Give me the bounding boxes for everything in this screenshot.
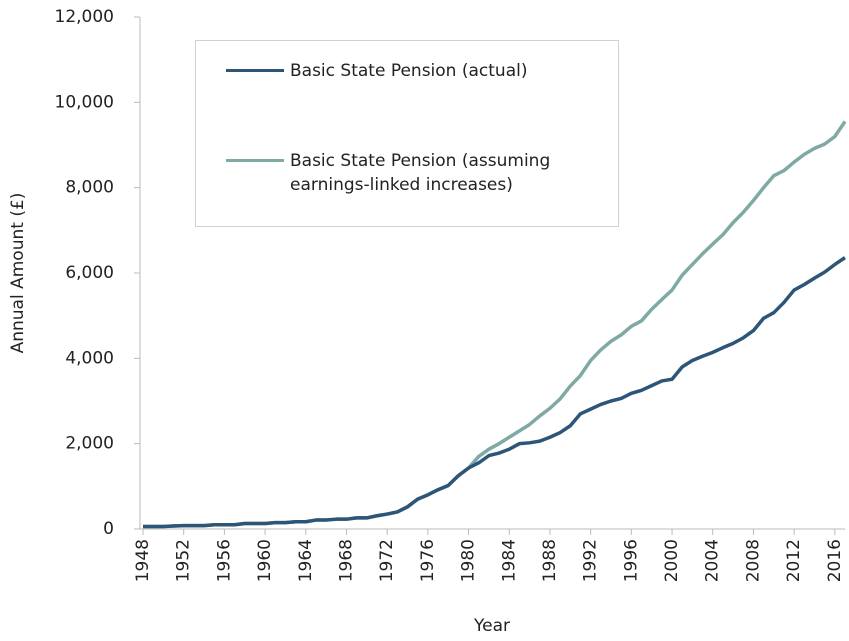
y-tick-label: 2,000 — [65, 434, 114, 454]
x-tick-label: 1968 — [336, 539, 356, 582]
y-tick-label: 6,000 — [65, 263, 114, 283]
x-tick-label: 1984 — [499, 539, 519, 582]
legend-entry: Basic State Pension (assuming earnings-l… — [226, 149, 610, 197]
x-tick-label: 2012 — [784, 539, 804, 582]
x-tick-label: 1952 — [174, 539, 194, 582]
y-tick-label: 10,000 — [55, 92, 114, 112]
legend: Basic State Pension (actual) Basic State … — [195, 40, 619, 227]
legend-swatch — [226, 69, 284, 72]
legend-swatch — [226, 159, 284, 162]
x-tick-label: 1992 — [581, 539, 601, 582]
x-tick-label: 1960 — [255, 539, 275, 582]
x-tick-label: 2000 — [662, 539, 682, 582]
legend-label: Basic State Pension (actual) — [290, 61, 528, 81]
y-tick-label: 12,000 — [55, 7, 114, 27]
y-tick-label: 0 — [103, 519, 114, 539]
x-tick-label: 1964 — [296, 539, 316, 582]
y-tick-label: 8,000 — [65, 178, 114, 198]
legend-label: Basic State Pension (assuming earnings-l… — [290, 151, 551, 195]
y-axis-label: Annual Amount (£) — [8, 193, 28, 354]
x-axis-label: Year — [473, 616, 510, 636]
x-tick-label: 1996 — [621, 539, 641, 582]
x-tick-label: 1988 — [540, 539, 560, 582]
x-tick-label: 1980 — [459, 539, 479, 582]
x-tick-label: 2016 — [825, 539, 845, 582]
x-tick-label: 1948 — [133, 539, 153, 582]
x-tick-label: 2004 — [703, 539, 723, 582]
series-line — [143, 256, 846, 529]
x-tick-label: 2008 — [743, 539, 763, 582]
x-tick-label: 1972 — [377, 539, 397, 582]
y-tick-label: 4,000 — [65, 348, 114, 368]
x-tick-label: 1956 — [214, 539, 234, 582]
legend-entry: Basic State Pension (actual) — [226, 59, 610, 83]
x-tick-label: 1976 — [418, 539, 438, 582]
